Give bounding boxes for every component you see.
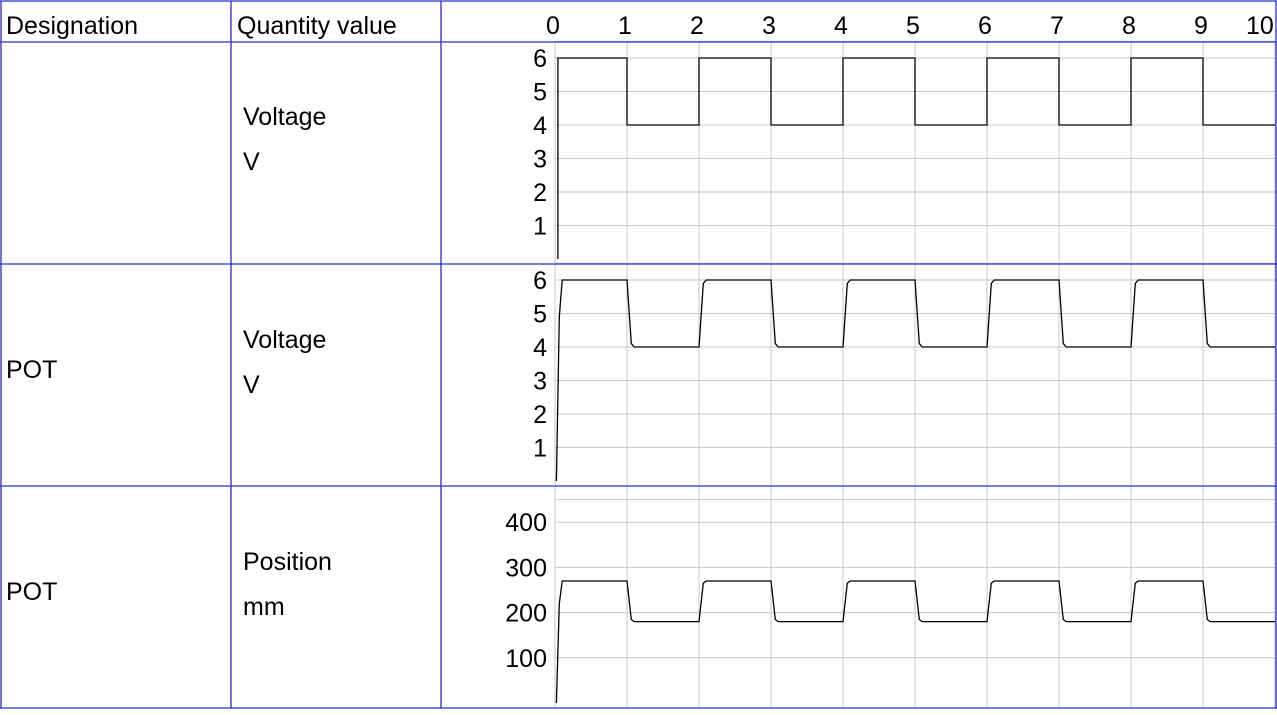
quantity-value-header: Quantity value bbox=[237, 12, 397, 40]
y-axes: 1 2 3 4 5 6 1 2 3 4 5 6 100 200 300 400 bbox=[505, 45, 547, 673]
y-tick-label: 2 bbox=[533, 179, 547, 207]
y-tick-label: 6 bbox=[533, 45, 547, 73]
traces-layer bbox=[555, 57, 1275, 704]
row2-quantity: Voltage bbox=[243, 326, 327, 354]
row3-quantity: Position bbox=[243, 548, 332, 576]
y-tick-label: 1 bbox=[533, 435, 547, 463]
time-tick-label: 4 bbox=[834, 12, 848, 40]
y-tick-label: 3 bbox=[533, 368, 547, 396]
signal-trace bbox=[557, 57, 1275, 259]
signal-trace bbox=[555, 580, 1275, 704]
y-tick-label: 5 bbox=[533, 79, 547, 107]
y-tick-label: 1 bbox=[533, 213, 547, 241]
row2-unit: V bbox=[243, 371, 260, 399]
y-tick-label: 4 bbox=[533, 112, 547, 140]
row1-quantity: Voltage bbox=[243, 103, 327, 131]
y-tick-label: 4 bbox=[533, 334, 547, 362]
y-tick-label: 2 bbox=[533, 401, 547, 429]
time-tick-label: 5 bbox=[906, 12, 920, 40]
time-tick-label: 0 bbox=[546, 12, 560, 40]
row3-unit: mm bbox=[243, 593, 285, 621]
time-tick-label: 1 bbox=[618, 12, 632, 40]
time-tick-label: 2 bbox=[690, 12, 704, 40]
grid-layer bbox=[554, 40, 1276, 708]
time-tick-label: 6 bbox=[978, 12, 992, 40]
row3-designation: POT bbox=[6, 578, 58, 606]
row1-unit: V bbox=[243, 148, 260, 176]
time-tick-label: 8 bbox=[1122, 12, 1136, 40]
time-axis: 0 1 2 3 4 5 6 7 8 9 10 bbox=[546, 12, 1274, 40]
time-tick-label: 3 bbox=[762, 12, 776, 40]
y-tick-label: 300 bbox=[505, 554, 547, 582]
designation-header: Designation bbox=[6, 12, 139, 40]
y-tick-label: 200 bbox=[505, 600, 547, 628]
time-tick-label: 7 bbox=[1050, 12, 1064, 40]
y-tick-label: 6 bbox=[533, 267, 547, 295]
time-tick-label: 9 bbox=[1194, 12, 1208, 40]
row2-designation: POT bbox=[6, 356, 58, 384]
y-tick-label: 400 bbox=[505, 509, 547, 537]
signal-trace bbox=[555, 279, 1275, 482]
time-tick-label: 10 bbox=[1246, 12, 1274, 40]
y-tick-label: 3 bbox=[533, 146, 547, 174]
y-tick-label: 5 bbox=[533, 301, 547, 329]
y-tick-label: 100 bbox=[505, 645, 547, 673]
